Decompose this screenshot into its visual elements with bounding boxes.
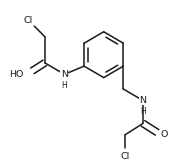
Text: HO: HO <box>9 70 24 79</box>
Text: Cl: Cl <box>24 16 33 25</box>
Text: N: N <box>61 70 68 79</box>
Text: O: O <box>161 130 168 139</box>
Text: N: N <box>140 96 146 105</box>
Text: H: H <box>140 107 146 116</box>
Text: H: H <box>62 81 67 90</box>
Text: Cl: Cl <box>120 152 130 161</box>
